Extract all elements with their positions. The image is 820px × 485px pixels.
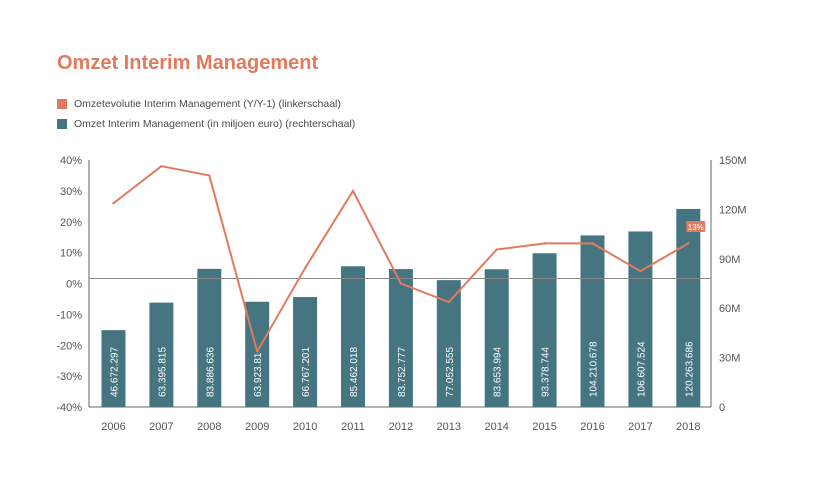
y-right-tick-label: 30M: [719, 353, 740, 365]
bar-value-label: 46.672.297: [110, 347, 121, 397]
legend-label-line: Omzetevolutie Interim Management (Y/Y-1)…: [74, 98, 341, 110]
y-left-tick-label: 10%: [60, 248, 82, 260]
x-tick-label: 2006: [101, 421, 125, 433]
y-left-tick-label: 0%: [66, 279, 82, 291]
y-left-tick-label: -40%: [56, 402, 82, 414]
bar-value-label: 83.752.777: [397, 347, 408, 397]
y-left-tick-label: -30%: [56, 371, 82, 383]
y-right-tick-label: 90M: [719, 254, 740, 266]
legend-swatch-bars: [57, 119, 67, 129]
x-tick-label: 2018: [676, 421, 700, 433]
bar-2008: [197, 268, 222, 407]
growth-point-2014: [495, 248, 498, 251]
x-tick-label: 2017: [628, 421, 652, 433]
legend-item-bars: Omzet Interim Management (in miljoen eur…: [57, 114, 355, 134]
bar-2016: [580, 235, 605, 407]
growth-point-2012: [399, 282, 403, 285]
y-left-tick-label: 20%: [60, 217, 82, 229]
x-tick-label: 2014: [484, 421, 508, 433]
bar-2018: [676, 208, 701, 407]
growth-point-2017: [639, 269, 642, 273]
legend-item-line: Omzetevolutie Interim Management (Y/Y-1)…: [57, 94, 355, 114]
y-left-tick-label: -10%: [56, 309, 82, 321]
bar-2007: [149, 302, 174, 407]
annotation-label: 13%: [688, 223, 704, 232]
bar-value-label: 85.462.018: [349, 347, 360, 397]
bar-value-label: 120.263.686: [684, 341, 695, 397]
y-left-tick-label: 40%: [60, 155, 82, 167]
x-tick-label: 2007: [149, 421, 173, 433]
x-tick-label: 2009: [245, 421, 269, 433]
growth-point-2015: [543, 242, 546, 245]
bar-2011: [341, 266, 365, 407]
bar-value-label: 93.378.744: [541, 347, 552, 397]
bar-2014: [484, 269, 509, 407]
growth-point-2011: [351, 189, 355, 193]
growth-point-2018: [687, 242, 690, 245]
growth-point-2008: [208, 174, 211, 177]
y-right-tick-label: 150M: [719, 155, 747, 167]
x-tick-label: 2016: [580, 421, 604, 433]
bar-2006: [101, 330, 126, 407]
bar-value-label: 66.767.201: [301, 347, 312, 397]
bar-value-label: 63.395.815: [157, 347, 168, 397]
growth-point-2016: [591, 242, 594, 245]
legend: Omzetevolutie Interim Management (Y/Y-1)…: [57, 94, 355, 134]
bar-value-label: 77.052.555: [445, 347, 456, 397]
x-tick-label: 2008: [197, 421, 221, 433]
bar-value-label: 104.210.678: [589, 341, 600, 397]
legend-label-bars: Omzet Interim Management (in miljoen eur…: [74, 118, 356, 130]
growth-point-2010: [303, 266, 307, 270]
annotation-badge: [686, 221, 706, 232]
growth-point-2009: [256, 350, 259, 353]
growth-point-2006: [112, 202, 115, 205]
y-left-tick-label: -20%: [56, 340, 82, 352]
chart-title: Omzet Interim Management: [57, 52, 319, 74]
y-left-tick-label: 30%: [60, 186, 82, 198]
bar-2010: [293, 297, 318, 407]
bar-2012: [388, 269, 413, 407]
bar-value-label: 83.653.994: [493, 347, 504, 397]
x-tick-label: 2011: [341, 421, 365, 433]
growth-point-2007: [160, 164, 163, 168]
y-right-tick-label: 60M: [719, 303, 740, 315]
bar-value-label: 83.886.636: [205, 347, 216, 397]
x-tick-label: 2015: [532, 421, 556, 433]
y-right-tick-label: 120M: [719, 204, 747, 216]
y-right-tick-label: 0: [719, 402, 725, 414]
growth-point-2013: [447, 300, 450, 304]
bar-2017: [628, 231, 653, 407]
legend-swatch-line: [57, 99, 67, 109]
x-tick-label: 2013: [437, 421, 461, 433]
x-tick-label: 2012: [389, 421, 413, 433]
x-tick-label: 2010: [293, 421, 317, 433]
bar-value-label: 63.923.81: [253, 352, 264, 397]
bar-value-label: 106.607.524: [636, 341, 647, 397]
